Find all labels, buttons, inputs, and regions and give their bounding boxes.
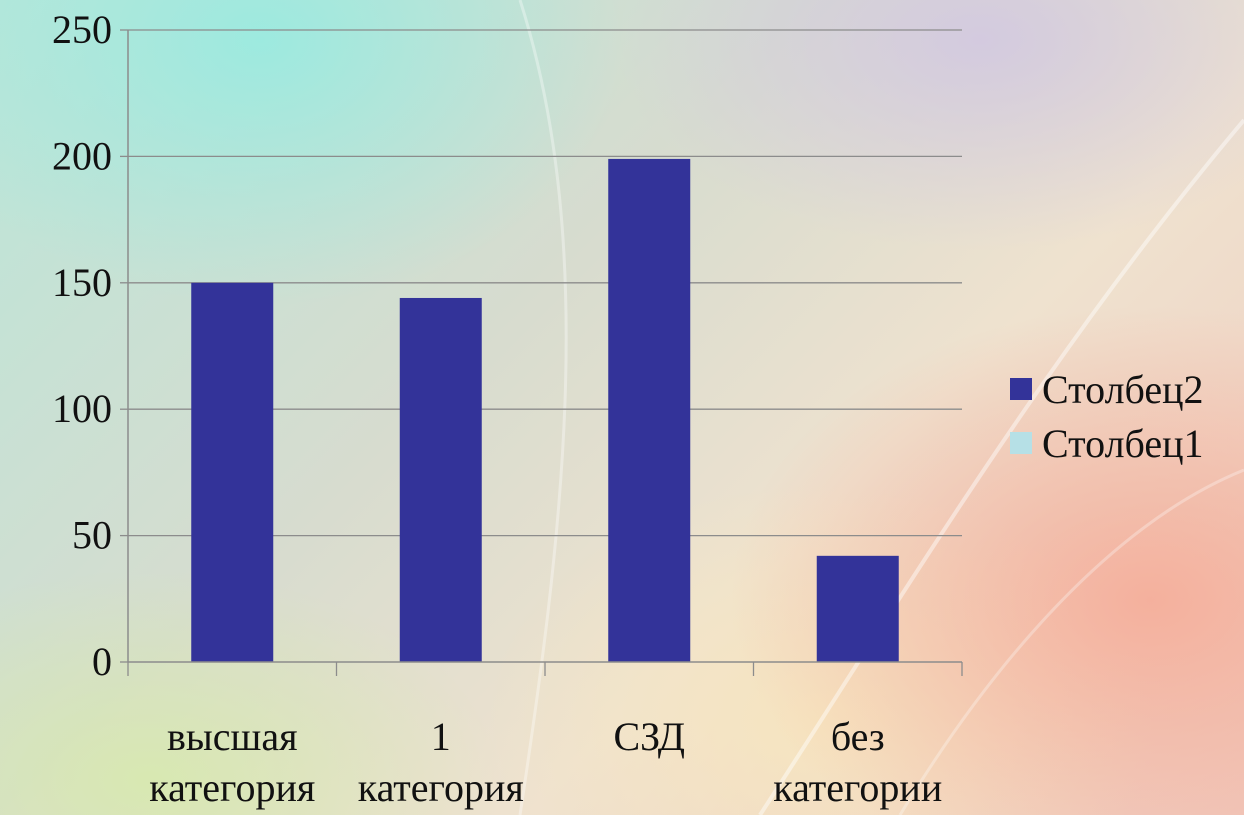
x-category-label-line: категории <box>773 765 942 810</box>
bar-0-1 <box>399 297 482 662</box>
y-tick-label: 50 <box>72 513 112 558</box>
x-category-label: без категории <box>773 714 942 810</box>
legend-swatch <box>1010 432 1032 454</box>
axes <box>120 29 963 676</box>
legend-swatch <box>1010 378 1032 400</box>
bar-0-2 <box>608 158 691 663</box>
legend-label: Столбец2 <box>1042 366 1204 412</box>
y-tick-label: 150 <box>52 260 112 305</box>
bar-0-0 <box>191 282 274 662</box>
x-category-label-line: высшая <box>167 714 297 759</box>
x-category-labels: высшая категория 1 категория СЗД без категории <box>149 714 942 810</box>
x-category-label: высшая категория <box>149 714 315 810</box>
legend: Столбец2 Столбец1 <box>1010 362 1204 470</box>
x-category-label: 1 категория <box>358 714 524 810</box>
x-category-label-line: категория <box>149 765 315 810</box>
legend-item: Столбец1 <box>1010 416 1204 470</box>
y-tick-label: 100 <box>52 386 112 431</box>
x-category-label-line: 1 <box>431 714 451 759</box>
y-tick-labels: 0 50 100 150 200 250 <box>52 7 112 684</box>
y-tick-label: 250 <box>52 7 112 52</box>
x-category-label: СЗД <box>613 714 685 759</box>
x-category-label-line: без <box>831 714 885 759</box>
legend-item: Столбец2 <box>1010 362 1204 416</box>
y-tick-label: 200 <box>52 133 112 178</box>
bars <box>191 158 899 663</box>
bar-0-3 <box>816 555 899 662</box>
x-category-label-line: СЗД <box>613 714 685 759</box>
y-tick-label: 0 <box>92 639 112 684</box>
legend-label: Столбец1 <box>1042 420 1204 466</box>
x-category-label-line: категория <box>358 765 524 810</box>
